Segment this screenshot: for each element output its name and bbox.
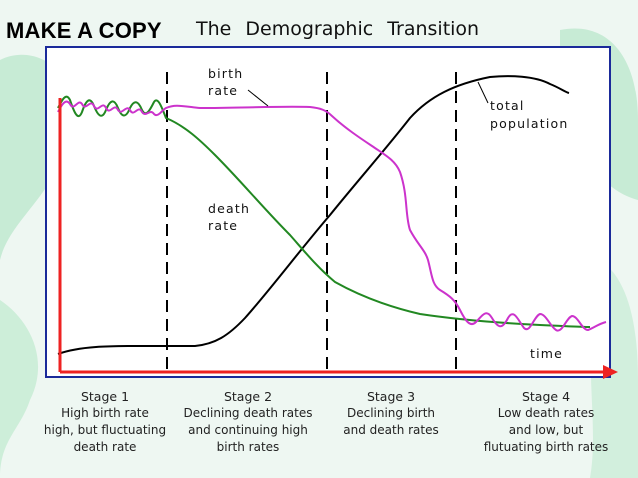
birth-rate-label-line2: rate	[208, 83, 238, 98]
stage-2-description: Declining death rates and continuing hig…	[183, 406, 313, 454]
stage-4-description: Low death rates and low, but flutuating …	[483, 406, 609, 454]
death-rate-label-line1: death	[208, 201, 250, 216]
x-axis-arrowhead	[603, 365, 618, 379]
death-rate-label-line2: rate	[208, 218, 238, 233]
stage-4-caption: Stage 4 Low death rates and low, but flu…	[466, 388, 626, 456]
stage-4-name: Stage 4	[521, 389, 571, 404]
death-rate-line	[57, 95, 591, 328]
birth-rate-line	[57, 100, 607, 332]
page-title: The Demographic Transition	[196, 18, 480, 40]
stage-3-description: Declining birth and death rates	[343, 406, 439, 437]
stage-1-description: High birth rate high, but fluctuating de…	[43, 406, 167, 454]
make-a-copy-label: MAKE A COPY	[6, 18, 162, 43]
stage-3-name: Stage 3	[366, 389, 416, 404]
total-population-line	[57, 75, 570, 355]
birth-rate-pointer	[247, 89, 269, 107]
total-population-pointer	[477, 81, 489, 104]
total-population-label-line2: population	[490, 116, 569, 131]
birth-rate-label-line1: birth	[208, 66, 243, 81]
time-axis-label: time	[530, 346, 563, 361]
total-population-label-line1: total	[490, 98, 525, 113]
stage-2-caption: Stage 2 Declining death rates and contin…	[172, 388, 324, 456]
stage-3-caption: Stage 3 Declining birth and death rates	[330, 388, 452, 439]
stage-1-caption: Stage 1 High birth rate high, but fluctu…	[30, 388, 180, 456]
stage-2-name: Stage 2	[223, 389, 273, 404]
stage-1-name: Stage 1	[80, 389, 130, 404]
